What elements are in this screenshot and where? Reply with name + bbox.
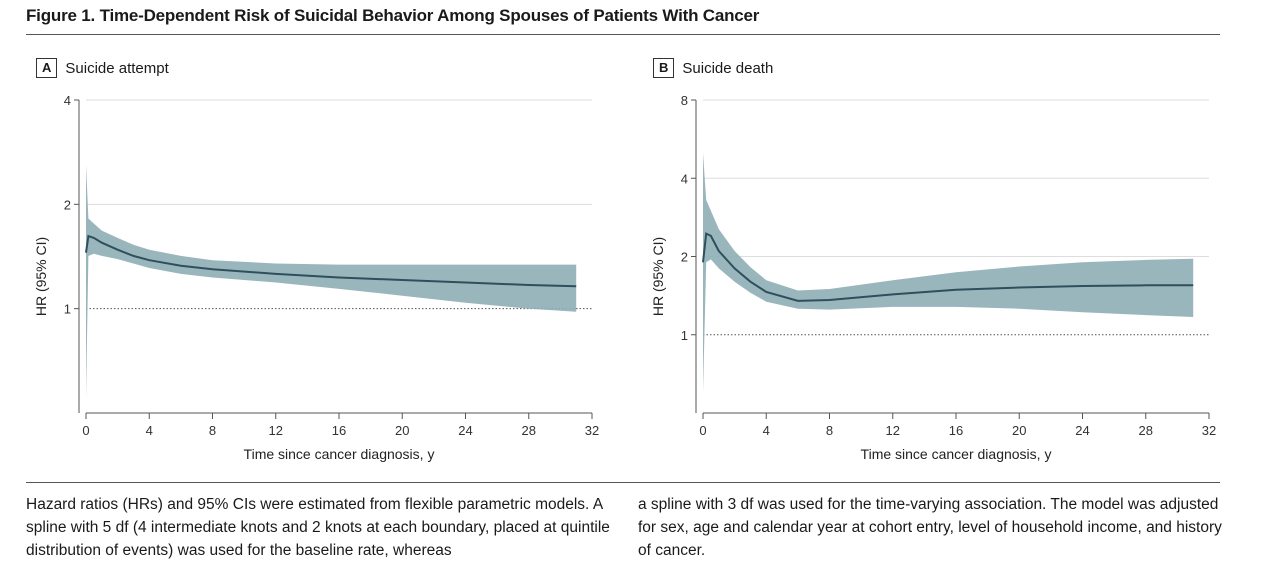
chart-b-x-axis-label: Time since cancer diagnosis, y [861,446,1052,462]
chart-b-x-tick-label: 20 [1012,423,1026,438]
chart-b-ci-band [703,153,1194,393]
chart-b-y-axis-label: HR (95% CI) [650,237,666,316]
chart-a-x-tick-label: 28 [522,423,536,438]
panel-a: A Suicide attempt 1 2 4 0 4 8 12 16 20 24 28 32 Time… [26,50,606,470]
chart-b-hr-line [702,232,1194,302]
panel-b-label: B Suicide death [653,58,773,78]
chart-b-x-tick-label: 16 [949,423,963,438]
chart-a-x-tick-label: 12 [269,423,283,438]
chart-a-x-tick-label: 16 [332,423,346,438]
chart-a-y-axis-label: HR (95% CI) [33,237,49,316]
panel-b-letter: B [653,58,675,78]
chart-a-x-tick-label: 32 [585,423,599,438]
chart-a-x-tick-label: 24 [458,423,472,438]
chart-a-x-tick-label: 20 [395,423,409,438]
chart-a-x-tick-label: 4 [146,423,153,438]
chart-a-y-tick-label: 2 [64,197,71,212]
chart-a-y-tick-label: 1 [64,302,71,317]
panel-b-title: Suicide death [682,59,774,77]
caption-rule [26,482,1220,483]
chart-b-y-tick-label: 1 [681,328,688,343]
chart-b-x-tick-label: 8 [826,423,833,438]
chart-b-x-tick-label: 0 [699,423,706,438]
chart-b-y-tick-label: 4 [681,171,688,186]
chart-b-x-tick-label: 28 [1139,423,1153,438]
caption-column-2: a spline with 3 df was used for the time… [638,496,1222,559]
chart-a-x-axis-label: Time since cancer diagnosis, y [244,446,435,462]
chart-a-hr-line [85,234,577,288]
chart-b-x-tick-label: 12 [886,423,900,438]
panel-a-label: A Suicide attempt [36,58,169,78]
chart-a-y-tick-label: 4 [64,93,71,108]
chart-b-y-tick-label: 8 [681,93,688,108]
caption-column-1: Hazard ratios (HRs) and 95% CIs were est… [26,496,610,559]
chart-a-x-tick-label: 8 [209,423,216,438]
chart-b-x-tick-label: 32 [1202,423,1216,438]
panel-b: B Suicide death 1 2 4 8 0 4 8 12 16 20 24 28 32 Time … [643,50,1223,470]
figure-title: Figure 1. Time-Dependent Risk of Suicida… [26,6,760,25]
chart-a-x-tick-label: 0 [82,423,89,438]
chart-b-x-tick-label: 4 [763,423,770,438]
chart-a-ci-band [86,164,577,399]
panel-a-letter: A [36,58,58,78]
chart-b-x-tick-label: 24 [1075,423,1089,438]
top-rule [26,34,1220,35]
chart-b-y-tick-label: 2 [681,250,688,265]
panel-a-title: Suicide attempt [65,59,169,77]
